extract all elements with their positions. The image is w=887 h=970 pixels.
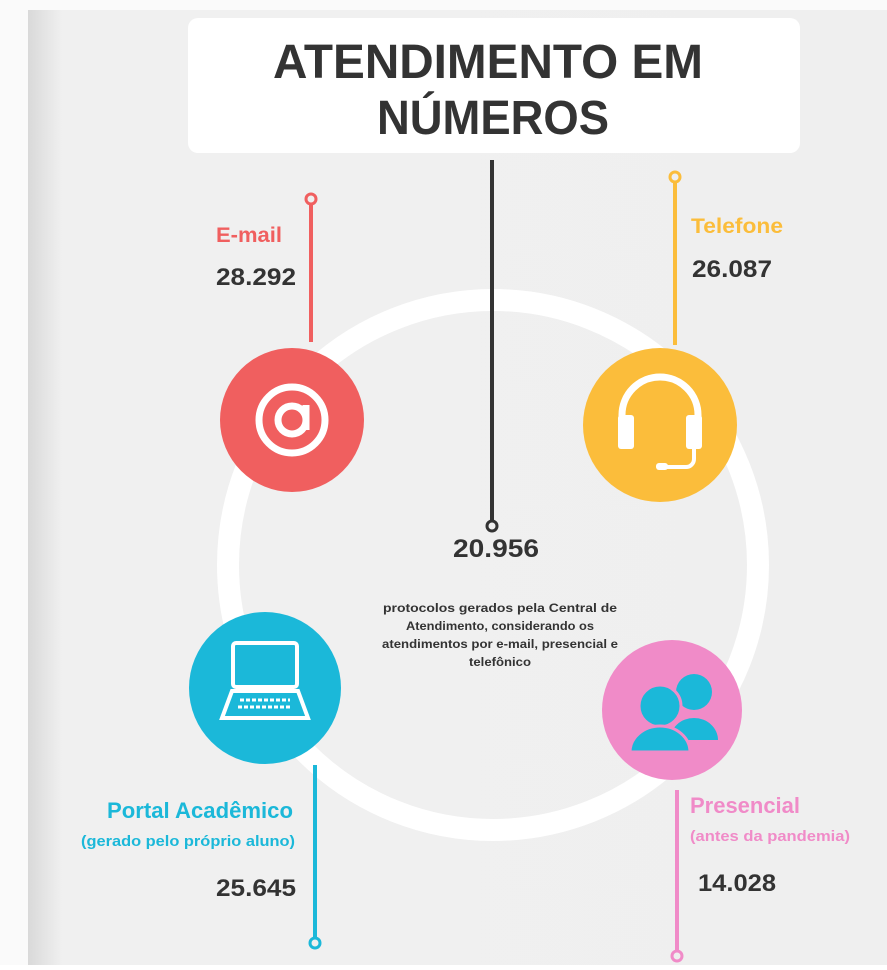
presencial-icon: [637, 683, 683, 729]
center-description: protocolos gerados pela Central de: [383, 601, 617, 615]
portal-icon: [231, 641, 299, 689]
phone-icon: [618, 415, 634, 449]
center-description: Atendimento, considerando os: [406, 619, 594, 633]
center-description: telefônico: [469, 655, 531, 669]
connector-dot: [304, 192, 318, 206]
connector-dot: [485, 519, 499, 533]
channel-note: (gerado pelo próprio aluno): [81, 833, 295, 850]
title: NÚMEROS: [377, 90, 609, 145]
phone-icon-bg: [583, 348, 737, 502]
channel-label: Presencial: [690, 793, 800, 818]
presencial-icon: [676, 674, 712, 710]
channel-value: 14.028: [698, 870, 776, 897]
title: ATENDIMENTO EM: [273, 36, 703, 89]
email-icon-bg: [220, 348, 364, 492]
channel-note: (antes da pandemia): [690, 828, 850, 845]
connector-dot: [308, 936, 322, 950]
phone-icon: [664, 449, 696, 469]
channel-value: 25.645: [216, 875, 296, 902]
connector-dot: [668, 170, 682, 184]
phone-icon: [656, 463, 668, 470]
channel-value: 28.292: [216, 264, 296, 291]
phone-icon: [618, 373, 702, 430]
portal-icon: [219, 689, 311, 720]
channel-value: 26.087: [692, 256, 772, 283]
channel-label: Telefone: [691, 215, 783, 238]
center-value: 20.956: [453, 535, 539, 563]
presencial-icon: [628, 724, 692, 754]
channel-label: Portal Acadêmico: [107, 798, 293, 823]
channel-label: E-mail: [216, 224, 282, 247]
connector-dot: [670, 949, 684, 963]
phone-icon: [686, 415, 702, 449]
center-description: atendimentos por e-mail, presencial e: [382, 637, 618, 651]
email-icon: [255, 383, 329, 457]
title-box: [188, 18, 800, 153]
